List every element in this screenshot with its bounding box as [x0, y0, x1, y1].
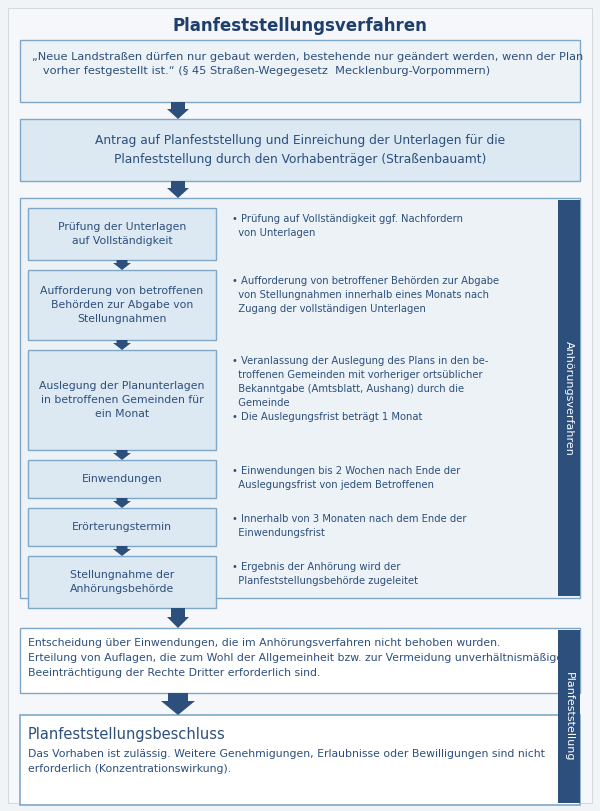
Bar	[28, 350, 216, 450]
Polygon shape	[113, 260, 131, 270]
Text: Auslegung der Planunterlagen
in betroffenen Gemeinden für
ein Monat: Auslegung der Planunterlagen in betroffe…	[40, 381, 205, 419]
Polygon shape	[161, 693, 195, 715]
Polygon shape	[113, 340, 131, 350]
Text: • Einwendungen bis 2 Wochen nach Ende der
  Auslegungsfrist von jedem Betroffene: • Einwendungen bis 2 Wochen nach Ende de…	[232, 466, 460, 490]
Text: Erörterungstermin: Erörterungstermin	[72, 522, 172, 532]
Bar	[28, 270, 216, 340]
Text: • Ergebnis der Anhörung wird der
  Planfeststellungsbehörde zugeleitet: • Ergebnis der Anhörung wird der Planfes…	[232, 562, 418, 586]
Text: • Innerhalb von 3 Monaten nach dem Ende der
  Einwendungsfrist: • Innerhalb von 3 Monaten nach dem Ende …	[232, 514, 467, 538]
Polygon shape	[167, 608, 189, 628]
Text: Planfeststellung: Planfeststellung	[564, 672, 574, 762]
Text: Einwendungen: Einwendungen	[82, 474, 163, 484]
Text: Prüfung der Unterlagen
auf Vollständigkeit: Prüfung der Unterlagen auf Vollständigke…	[58, 222, 186, 246]
Bar	[28, 208, 216, 260]
Bar	[28, 508, 216, 546]
Polygon shape	[167, 102, 189, 119]
Polygon shape	[113, 450, 131, 460]
Bar	[558, 200, 580, 596]
Bar	[20, 40, 580, 102]
Text: Planfeststellungsbeschluss: Planfeststellungsbeschluss	[28, 727, 226, 742]
Bar	[20, 119, 580, 181]
Text: • Prüfung auf Vollständigkeit ggf. Nachfordern
  von Unterlagen: • Prüfung auf Vollständigkeit ggf. Nachf…	[232, 214, 463, 238]
Bar	[558, 630, 580, 803]
Polygon shape	[113, 498, 131, 508]
Text: • Veranlassung der Auslegung des Plans in den be-
  troffenen Gemeinden mit vorh: • Veranlassung der Auslegung des Plans i…	[232, 356, 488, 422]
Bar	[28, 556, 216, 608]
Text: Anhörungsverfahren: Anhörungsverfahren	[564, 341, 574, 456]
Bar	[20, 715, 580, 805]
Polygon shape	[167, 181, 189, 198]
Polygon shape	[113, 546, 131, 556]
Text: „Neue Landstraßen dürfen nur gebaut werden, bestehende nur geändert werden, wenn: „Neue Landstraßen dürfen nur gebaut werd…	[32, 52, 583, 76]
Text: Entscheidung über Einwendungen, die im Anhörungsverfahren nicht behoben wurden.
: Entscheidung über Einwendungen, die im A…	[28, 638, 568, 678]
Text: Das Vorhaben ist zulässig. Weitere Genehmigungen, Erlaubnisse oder Bewilligungen: Das Vorhaben ist zulässig. Weitere Geneh…	[28, 749, 545, 774]
Bar	[20, 628, 580, 693]
Bar	[20, 198, 580, 598]
Text: Stellungnahme der
Anhörungsbehörde: Stellungnahme der Anhörungsbehörde	[70, 570, 174, 594]
Text: Planfeststellungsverfahren: Planfeststellungsverfahren	[173, 17, 427, 35]
Bar	[28, 460, 216, 498]
Text: Aufforderung von betroffenen
Behörden zur Abgabe von
Stellungnahmen: Aufforderung von betroffenen Behörden zu…	[40, 286, 203, 324]
Text: • Aufforderung von betroffener Behörden zur Abgabe
  von Stellungnahmen innerhal: • Aufforderung von betroffener Behörden …	[232, 276, 499, 314]
Text: Antrag auf Planfeststellung und Einreichung der Unterlagen für die
Planfeststell: Antrag auf Planfeststellung und Einreich…	[95, 135, 505, 165]
